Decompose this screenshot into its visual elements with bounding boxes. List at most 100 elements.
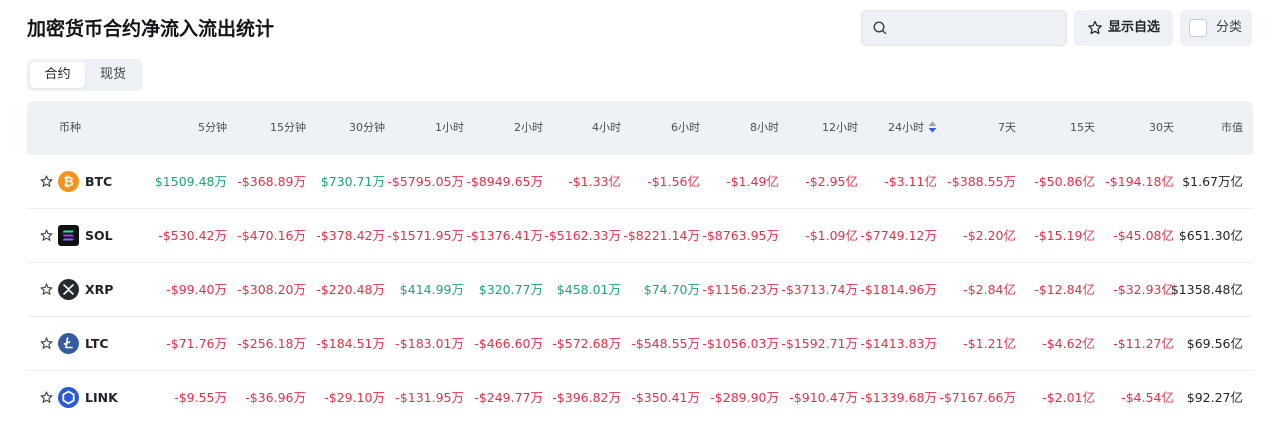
netflow-1h-value: -$131.95万: [395, 390, 464, 405]
classify-checkbox[interactable]: [1189, 19, 1207, 37]
column-header-30d[interactable]: 30天: [1094, 101, 1174, 155]
search-box[interactable]: [861, 10, 1067, 46]
search-icon: [873, 21, 887, 35]
netflow-6h-value: -$1.56亿: [647, 174, 700, 189]
netflow-5m-value: -$530.42万: [158, 228, 227, 243]
netflow-12h-value: -$2.95亿: [805, 174, 858, 189]
star-icon[interactable]: [40, 337, 53, 350]
netflow-8h-value: -$1.49亿: [726, 174, 779, 189]
column-header-label: 8小时: [750, 121, 779, 134]
coin-symbol: LTC: [85, 336, 109, 351]
netflow-15m-value: -$256.18万: [237, 336, 306, 351]
netflow-8h-value: -$8763.95万: [702, 228, 779, 243]
column-header-label: 15天: [1070, 121, 1095, 134]
column-header-24h[interactable]: 24小时: [857, 101, 937, 155]
table-header: 币种 5分钟 15分钟 30分钟 1小时 2小时 4小时 6小时 8小时 12小时 24小时 7天 15…: [27, 101, 1253, 155]
market-cap-value: $92.27亿: [1186, 390, 1243, 405]
column-header-7d[interactable]: 7天: [936, 101, 1016, 155]
column-header-15m[interactable]: 15分钟: [226, 101, 306, 155]
netflow-30m-value: -$184.51万: [316, 336, 385, 351]
netflow-7d-value: -$2.84亿: [963, 282, 1016, 297]
netflow-15d-value: -$15.19亿: [1034, 228, 1095, 243]
netflow-7d-value: -$2.20亿: [963, 228, 1016, 243]
netflow-6h-value: -$8221.14万: [623, 228, 700, 243]
column-header-2h[interactable]: 2小时: [463, 101, 543, 155]
netflow-4h-value: -$5162.33万: [544, 228, 621, 243]
netflow-4h-value: $458.01万: [556, 282, 621, 297]
column-header-8h[interactable]: 8小时: [699, 101, 779, 155]
tab-futures[interactable]: 合约: [30, 62, 85, 88]
column-header-coin[interactable]: 币种: [59, 101, 81, 155]
netflow-15d-value: -$4.62亿: [1042, 336, 1095, 351]
netflow-8h-value: -$1056.03万: [702, 336, 779, 351]
table-row[interactable]: LTC -$71.76万 -$256.18万 -$184.51万 -$183.01万 -$…: [27, 317, 1253, 371]
netflow-30m-value: -$220.48万: [316, 282, 385, 297]
netflow-30m-value: -$378.42万: [316, 228, 385, 243]
table-row[interactable]: SOL -$530.42万 -$470.16万 -$378.42万 -$1571.95万…: [27, 209, 1253, 263]
column-header-6h[interactable]: 6小时: [620, 101, 700, 155]
market-cap-value: $1358.48亿: [1170, 282, 1243, 297]
column-header-5m[interactable]: 5分钟: [147, 101, 227, 155]
netflow-5m-value: -$71.76万: [166, 336, 227, 351]
netflow-12h-value: -$910.47万: [789, 390, 858, 405]
netflow-30d-value: -$32.93亿: [1113, 282, 1174, 297]
column-header-1h[interactable]: 1小时: [384, 101, 464, 155]
column-header-label: 4小时: [592, 121, 621, 134]
netflow-30m-value: -$29.10万: [324, 390, 385, 405]
column-header-label: 30天: [1149, 121, 1174, 134]
table-row[interactable]: XRP -$99.40万 -$308.20万 -$220.48万 $414.99万 $32…: [27, 263, 1253, 317]
netflow-6h-value: $74.70万: [643, 282, 700, 297]
column-header-market-cap[interactable]: 市值: [1163, 101, 1243, 155]
column-header-label: 24小时: [888, 121, 924, 134]
coin-symbol: SOL: [85, 228, 113, 243]
netflow-6h-value: -$350.41万: [631, 390, 700, 405]
market-cap-value: $69.56亿: [1186, 336, 1243, 351]
netflow-1h-value: $414.99万: [399, 282, 464, 297]
coin-cell: SOL: [40, 209, 160, 263]
show-watchlist-button[interactable]: 显示自选: [1074, 10, 1173, 46]
star-icon[interactable]: [40, 391, 53, 404]
netflow-12h-value: -$1592.71万: [781, 336, 858, 351]
ltc-logo-icon: [58, 333, 79, 354]
coin-cell: ₿ BTC: [40, 155, 160, 209]
star-icon[interactable]: [40, 229, 53, 242]
table-row[interactable]: ₿ BTC $1509.48万 -$368.89万 $730.71万 -$5795.05万…: [27, 155, 1253, 209]
netflow-30d-value: -$45.08亿: [1113, 228, 1174, 243]
column-header-label: 15分钟: [270, 121, 306, 134]
column-header-30m[interactable]: 30分钟: [305, 101, 385, 155]
column-header-15d[interactable]: 15天: [1015, 101, 1095, 155]
svg-text:₿: ₿: [63, 175, 74, 190]
page-title: 加密货币合约净流入流出统计: [27, 18, 275, 40]
netflow-2h-value: -$249.77万: [474, 390, 543, 405]
classify-toggle[interactable]: 分类: [1180, 10, 1252, 46]
link-logo-icon: [58, 387, 79, 408]
column-header-label: 12小时: [822, 121, 858, 134]
market-cap-value: $1.67万亿: [1182, 174, 1243, 189]
table-row[interactable]: LINK -$9.55万 -$36.96万 -$29.10万 -$131.95万 -$24…: [27, 371, 1253, 421]
tab-spot[interactable]: 现货: [99, 67, 126, 82]
column-header-label: 6小时: [671, 121, 700, 134]
star-icon[interactable]: [40, 283, 53, 296]
netflow-8h-value: -$289.90万: [710, 390, 779, 405]
search-input[interactable]: [896, 11, 1062, 45]
column-header-12h[interactable]: 12小时: [778, 101, 858, 155]
star-icon[interactable]: [40, 175, 53, 188]
netflow-24h-value: -$1814.96万: [860, 282, 937, 297]
netflow-30d-value: -$11.27亿: [1113, 336, 1174, 351]
netflow-15m-value: -$470.16万: [237, 228, 306, 243]
xrp-logo-icon: [58, 279, 79, 300]
star-outline-icon: [1088, 20, 1102, 35]
netflow-24h-value: -$1339.68万: [860, 390, 937, 405]
column-header-label: 5分钟: [198, 121, 227, 134]
netflow-30d-value: -$194.18亿: [1105, 174, 1174, 189]
netflow-15m-value: -$368.89万: [237, 174, 306, 189]
netflow-4h-value: -$1.33亿: [568, 174, 621, 189]
netflow-2h-value: -$466.60万: [474, 336, 543, 351]
netflow-24h-value: -$1413.83万: [860, 336, 937, 351]
market-cap-value: $651.30亿: [1178, 228, 1243, 243]
column-header-4h[interactable]: 4小时: [541, 101, 621, 155]
netflow-15m-value: -$36.96万: [245, 390, 306, 405]
sort-icon[interactable]: [928, 121, 937, 133]
netflow-1h-value: -$5795.05万: [387, 174, 464, 189]
